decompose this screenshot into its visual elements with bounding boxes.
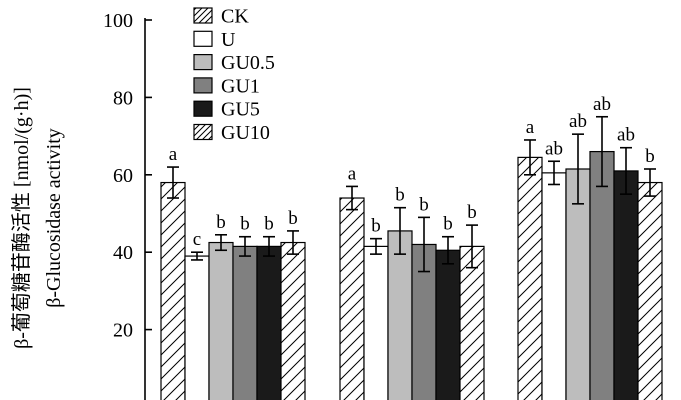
y-tick-label: 40 — [113, 242, 133, 264]
bar — [232, 245, 258, 400]
significance-letter: ab — [569, 111, 587, 132]
legend-swatch — [193, 77, 213, 94]
significance-letter: ab — [593, 94, 611, 115]
bar — [363, 245, 389, 400]
legend-item: GU0.5 — [193, 52, 275, 74]
legend-label: GU10 — [221, 122, 270, 144]
legend-label: GU1 — [221, 75, 260, 97]
legend-swatch — [193, 100, 213, 117]
significance-letter: c — [193, 229, 201, 250]
bar — [184, 255, 210, 400]
y-axis: 0 20 40 60 80 100 — [103, 10, 152, 400]
y-tick-label: 100 — [103, 10, 133, 32]
significance-letter: a — [169, 144, 178, 165]
legend-swatch — [193, 30, 213, 47]
y-tick-label: 0 — [123, 397, 133, 400]
legend-label: CK — [221, 6, 249, 28]
y-tick-label: 20 — [113, 320, 133, 342]
legend-item: GU10 — [193, 122, 270, 144]
bar — [565, 168, 591, 400]
y-axis-label-en: β-Glucosidase activity — [43, 128, 65, 308]
significance-letter: b — [288, 208, 298, 229]
significance-letter: ab — [617, 125, 635, 146]
bar — [637, 181, 663, 400]
legend-label: GU5 — [221, 99, 260, 121]
significance-letter: b — [443, 214, 453, 235]
bar — [613, 170, 639, 400]
legend-item: GU1 — [193, 75, 260, 97]
bar — [280, 241, 306, 400]
legend-item: CK — [193, 6, 249, 28]
bar — [589, 150, 615, 400]
significance-letter: b — [216, 212, 226, 233]
significance-letter: b — [395, 185, 405, 206]
legend-label: GU0.5 — [221, 52, 275, 74]
significance-letter: b — [419, 194, 429, 215]
legend-swatch — [193, 7, 213, 24]
significance-letter: b — [645, 146, 655, 167]
bar — [256, 245, 282, 400]
significance-letter: ab — [545, 138, 563, 159]
legend-item: GU5 — [193, 99, 260, 121]
significance-letter: b — [371, 216, 381, 237]
legend-item: U — [193, 29, 236, 51]
y-axis-title: β-葡萄糖苷酶活性 [nmol/(g·h)] β-Glucosidase act… — [10, 87, 65, 349]
bar — [435, 249, 461, 400]
bar — [459, 245, 485, 400]
significance-letter: b — [240, 214, 250, 235]
significance-letter: b — [467, 202, 477, 223]
significance-letter: b — [264, 214, 274, 235]
bar — [541, 172, 567, 400]
bar — [208, 241, 234, 400]
bar — [160, 181, 186, 400]
legend-swatch — [193, 53, 213, 71]
significance-letter: a — [526, 117, 535, 138]
y-tick-label: 60 — [113, 165, 133, 187]
legend-label: U — [221, 29, 236, 51]
bar — [517, 156, 543, 400]
y-axis-label-cn: β-葡萄糖苷酶活性 [nmol/(g·h)] — [10, 87, 33, 349]
bar — [387, 230, 413, 400]
bar-group: acb b b b — [160, 144, 306, 400]
y-tick-label: 80 — [113, 87, 133, 109]
bar-group: abb bbb — [339, 163, 485, 400]
bar — [339, 197, 365, 400]
significance-letter: a — [348, 163, 357, 184]
legend-swatch — [193, 123, 213, 141]
